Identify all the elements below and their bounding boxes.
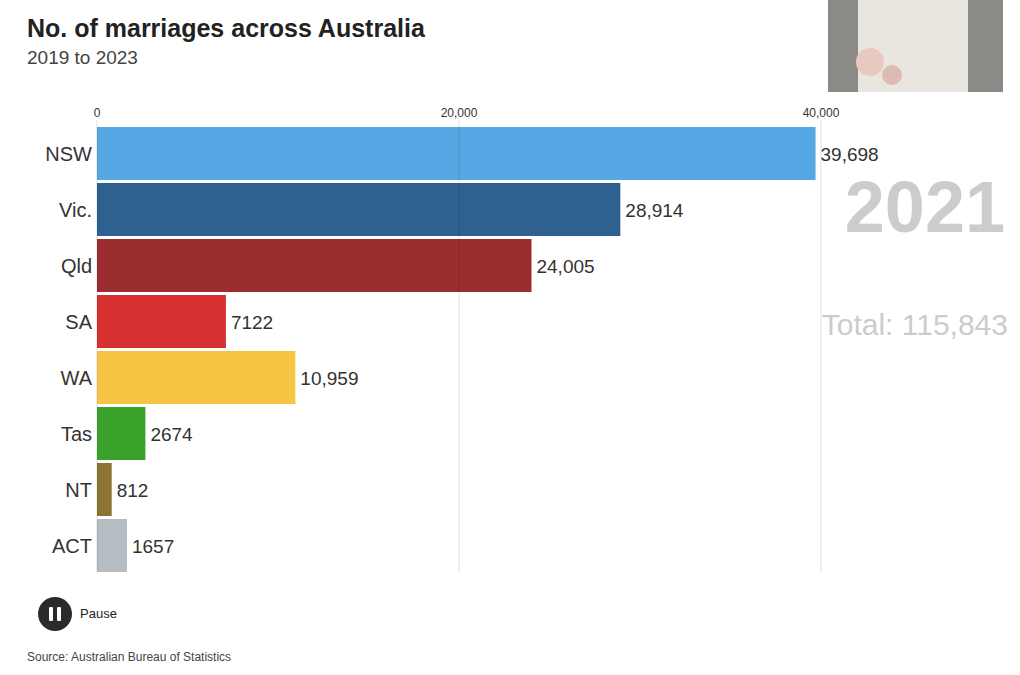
category-label: NSW xyxy=(45,143,92,165)
photo-flower xyxy=(856,48,884,76)
bar xyxy=(97,183,620,236)
category-label: Tas xyxy=(61,423,92,445)
photo-cake xyxy=(858,0,968,92)
pause-icon[interactable] xyxy=(49,607,53,621)
bar xyxy=(97,519,127,572)
category-label: SA xyxy=(65,311,92,333)
grid: 0 20,000 40,000 xyxy=(94,106,840,573)
data-label: 2674 xyxy=(150,424,193,445)
bars xyxy=(97,127,816,572)
tick-label: 20,000 xyxy=(441,106,478,120)
year-label: 2021 xyxy=(845,167,1005,247)
tick-label: 0 xyxy=(94,106,101,120)
bar xyxy=(97,127,816,180)
bar xyxy=(97,239,531,292)
category-label: NT xyxy=(65,479,92,501)
category-label: Vic. xyxy=(59,199,92,221)
photo-bg xyxy=(828,0,1003,92)
data-label: 7122 xyxy=(231,312,273,333)
data-label: 28,914 xyxy=(625,200,684,221)
category-label: Qld xyxy=(61,255,92,277)
title: No. of marriages across Australia xyxy=(27,14,426,42)
tick-label: 40,000 xyxy=(803,106,840,120)
data-label: 1657 xyxy=(132,536,174,557)
data-label: 812 xyxy=(117,480,149,501)
pause-icon[interactable] xyxy=(57,607,61,621)
data-label: 10,959 xyxy=(300,368,358,389)
bar xyxy=(97,351,295,404)
grid-line xyxy=(821,120,822,573)
pause-button[interactable]: Pause xyxy=(38,597,117,631)
button-label[interactable]: Pause xyxy=(80,606,117,621)
total-label: Total: 115,843 xyxy=(822,308,1008,341)
bar xyxy=(97,407,145,460)
bar xyxy=(97,463,112,516)
source: Source: Australian Bureau of Statistics xyxy=(27,650,231,664)
chart: No. of marriages across Australia 2019 to… xyxy=(0,0,1020,675)
photo xyxy=(828,0,1003,92)
bar xyxy=(97,295,226,348)
subtitle: 2019 to 2023 xyxy=(27,47,138,68)
data-label: 39,698 xyxy=(821,144,879,165)
grid-line xyxy=(459,120,460,573)
category-label: WA xyxy=(61,367,93,389)
grid-line xyxy=(97,120,98,573)
category-label: ACT xyxy=(52,535,92,557)
photo-flower xyxy=(882,65,902,85)
data-label: 24,005 xyxy=(536,256,594,277)
pause-circle[interactable] xyxy=(38,597,72,631)
